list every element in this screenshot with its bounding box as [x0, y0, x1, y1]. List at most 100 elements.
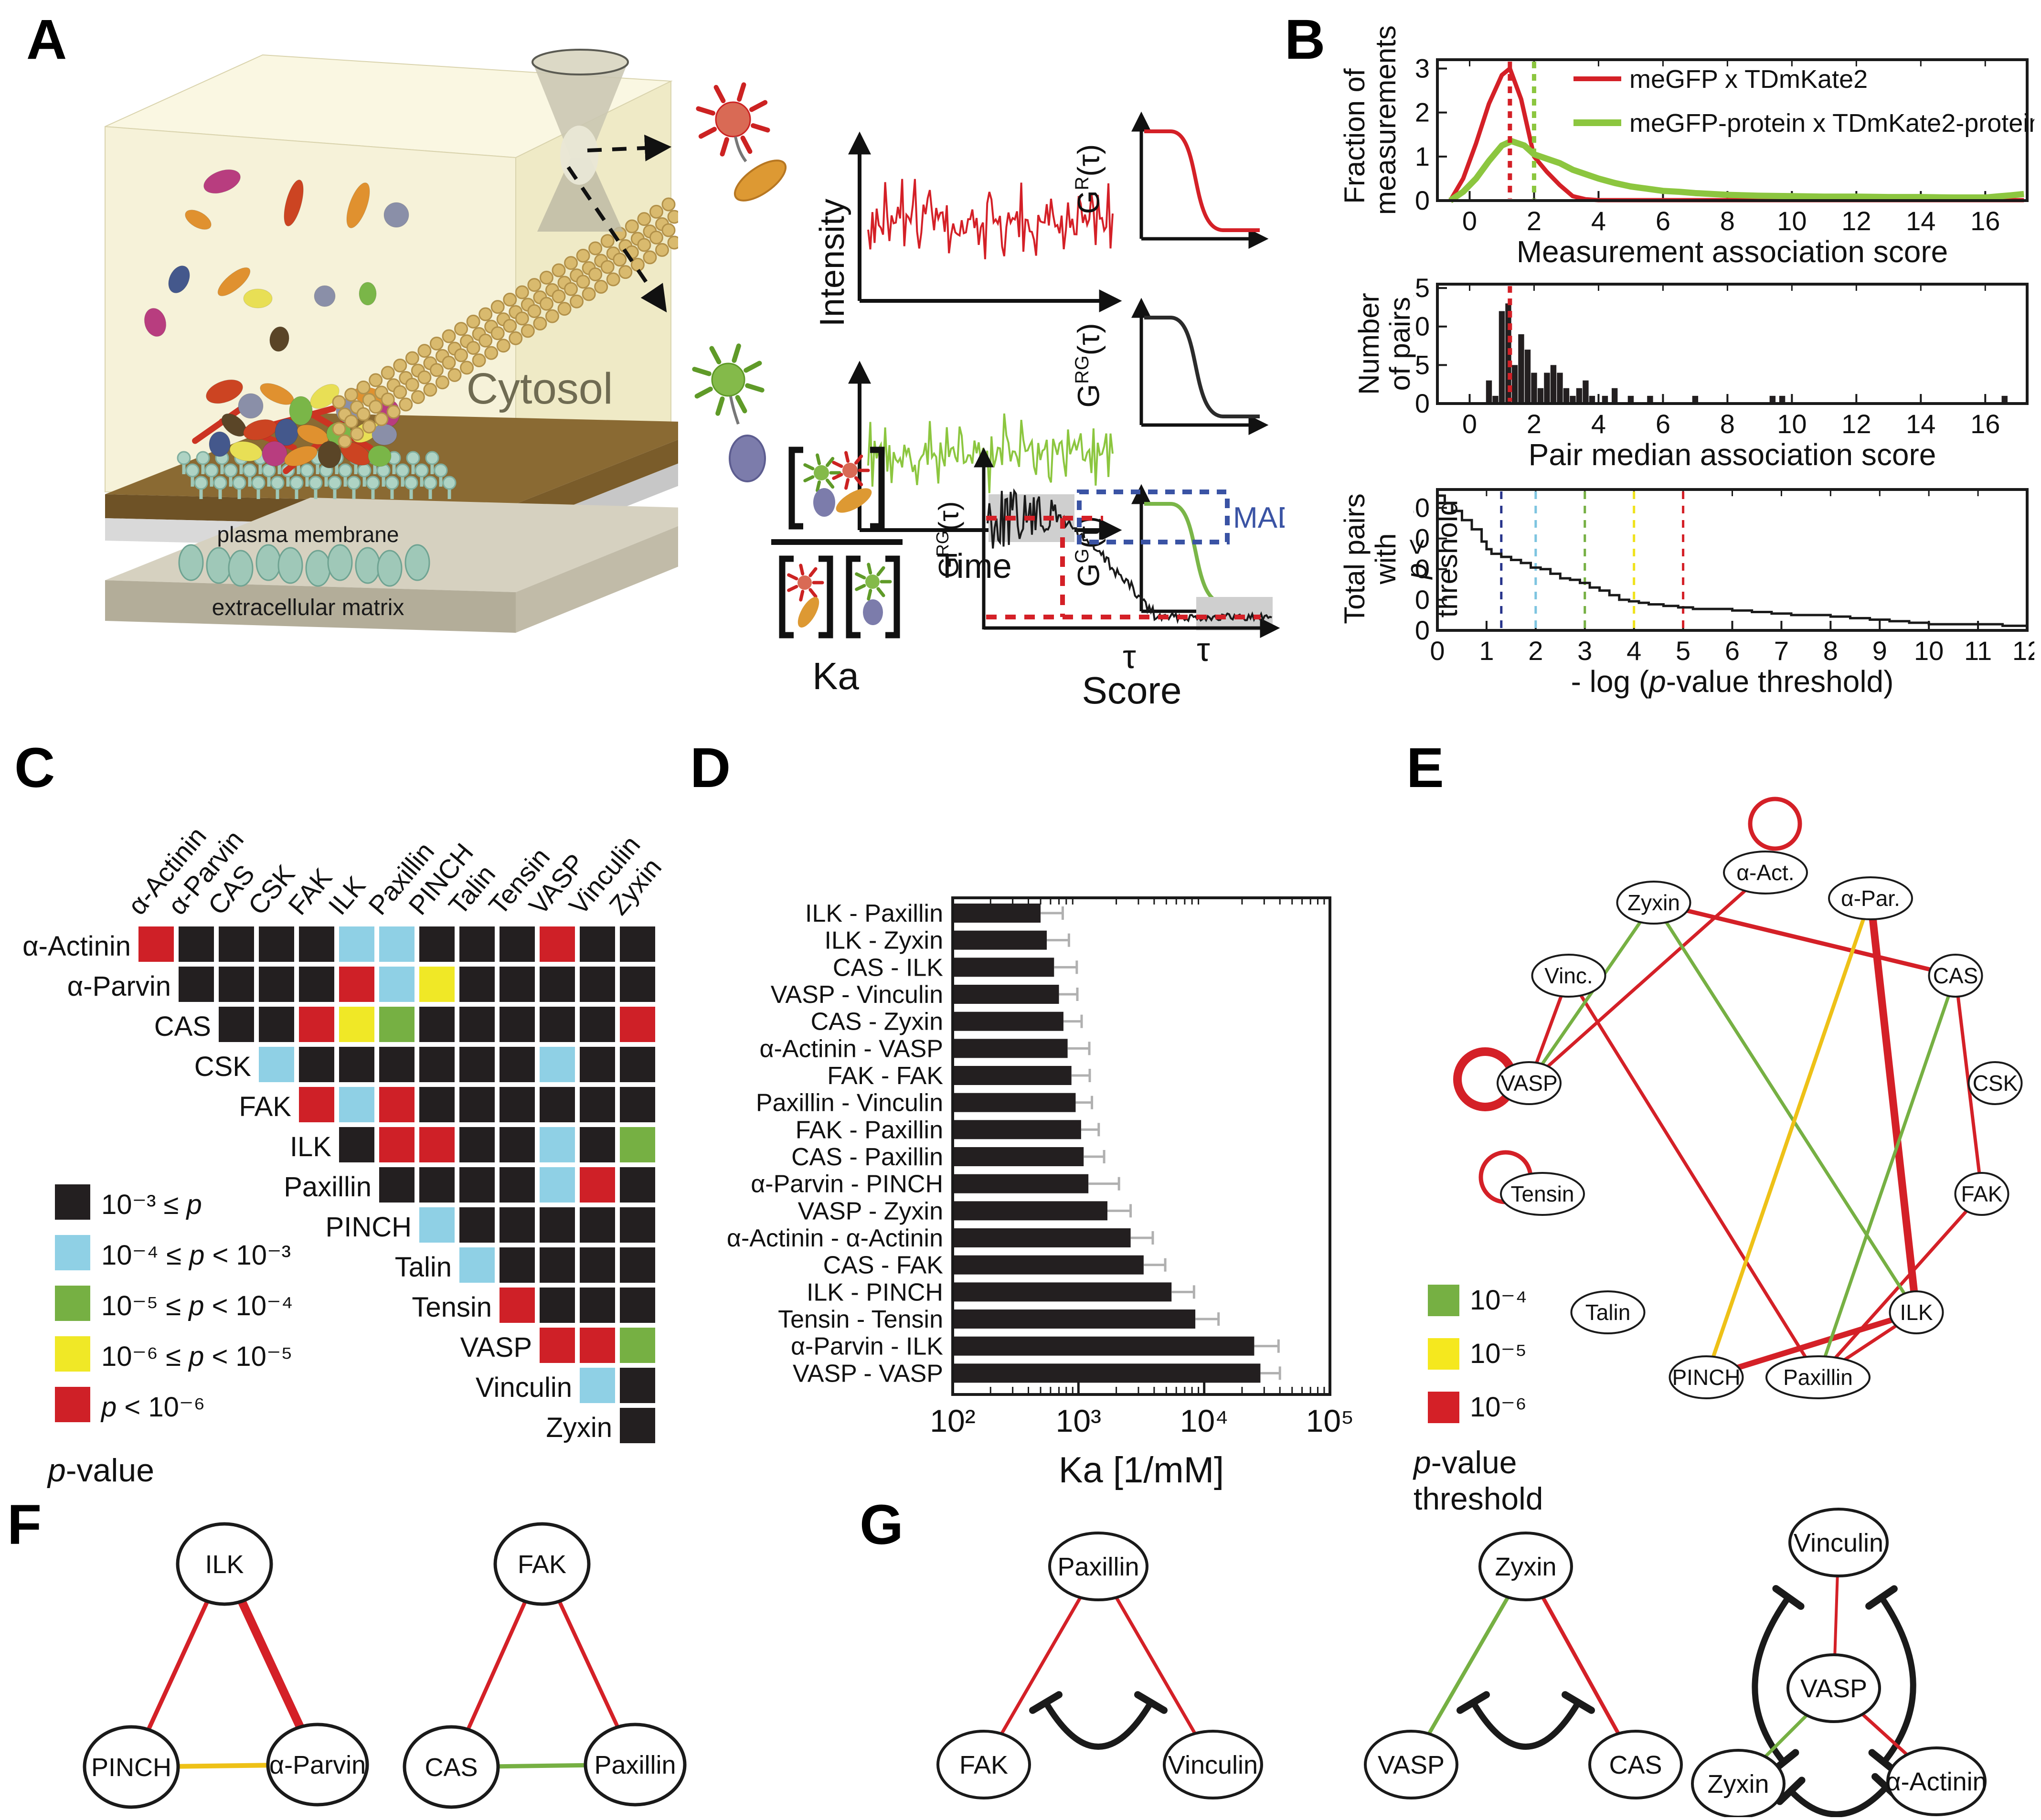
- inhibition-bar: [1865, 1585, 1898, 1610]
- matrix-cell: [459, 1167, 495, 1203]
- cytosolic-protein: [168, 266, 190, 293]
- histogram-bar: [1576, 388, 1583, 404]
- x-tick-label: 10: [1777, 206, 1807, 236]
- membrane-pin-head: [347, 476, 361, 490]
- x-tick-label: 5: [1676, 636, 1690, 666]
- membrane-pin-head: [204, 463, 219, 478]
- actin-bead: [661, 223, 676, 237]
- legend-swatch: [55, 1387, 90, 1422]
- histogram-bar: [1627, 395, 1634, 404]
- protein-node: [1570, 1290, 1646, 1334]
- ka-bar: [953, 1282, 1172, 1302]
- membrane-pin-head: [223, 463, 238, 478]
- x-tick-label: 16: [1970, 206, 2000, 236]
- matrix-row-label: FAK: [239, 1091, 291, 1122]
- membrane-pin-head: [423, 476, 437, 490]
- histogram-bar: [1583, 380, 1589, 404]
- matrix-cell: [219, 967, 254, 1002]
- pair-median-score-plot: 0 2 4 6 8 10 12 14 16 0 5 10 15: [1414, 275, 2029, 439]
- matrix-cell: [299, 1047, 334, 1082]
- protein-node-label: α-Par.: [1841, 886, 1900, 911]
- membrane-pin-head: [404, 476, 418, 490]
- interaction-edge: [1867, 898, 1920, 1313]
- legend-label: meGFP x TDmKate2: [1629, 65, 1868, 94]
- matrix-cell: [580, 1167, 615, 1203]
- protein-node: [1478, 1532, 1573, 1601]
- interaction-edge: [1816, 975, 1957, 1378]
- matrix-cell: [459, 1087, 495, 1122]
- matrix-cell: [419, 1007, 455, 1042]
- actin-bead: [362, 419, 376, 434]
- mad-label: MAD: [1233, 501, 1285, 534]
- fluorophore-ray: [816, 453, 821, 466]
- protein-node: [1497, 1061, 1562, 1105]
- bar-label: ILK - PINCH: [807, 1278, 943, 1306]
- x-tick-label: 6: [1656, 206, 1670, 236]
- interaction-edge: [1704, 897, 1872, 1378]
- matrix-row-label: Talin: [394, 1252, 452, 1283]
- histogram-bar: [1611, 388, 1618, 404]
- orange-protein: [733, 160, 787, 202]
- matrix-cell: [419, 1127, 455, 1162]
- ka-bar: [953, 1228, 1131, 1247]
- cluster-protein: [238, 393, 264, 419]
- matrix-cell: [379, 1167, 415, 1203]
- membrane-pin-head: [185, 463, 200, 478]
- confocal-cone: [532, 62, 628, 158]
- cytosolic-protein: [144, 308, 167, 337]
- interaction-edge: [1652, 902, 1918, 1313]
- bar-label: ILK - Paxillin: [805, 900, 943, 927]
- actin-bead: [490, 326, 505, 341]
- protein-node-label: Tensin: [1511, 1181, 1574, 1206]
- matrix-row-label: CAS: [154, 1011, 211, 1042]
- protein-node-label: Vinculin: [1794, 1529, 1883, 1557]
- histogram-bar: [1492, 395, 1499, 404]
- matrix-cell: [620, 1007, 655, 1042]
- cytosolic-protein: [269, 326, 289, 352]
- x-tick-label: 10³: [1056, 1403, 1101, 1438]
- legend-swatch: [1428, 1392, 1459, 1423]
- protein-node: [1828, 876, 1913, 920]
- e-legend-title: p-value threshold: [1414, 1445, 1543, 1516]
- actin-bead: [393, 358, 407, 373]
- matrix-cell: [379, 967, 415, 1002]
- actin-bead: [545, 309, 559, 323]
- fluorophore-ray: [867, 563, 872, 575]
- actin-bead: [552, 289, 566, 304]
- x-tick-label: 9: [1872, 636, 1887, 666]
- histogram-bar: [1557, 373, 1563, 404]
- matrix-cell: [540, 1207, 575, 1243]
- protein-node: [1531, 954, 1606, 998]
- histogram-bar: [1524, 350, 1531, 404]
- protein-node: [176, 1522, 273, 1606]
- cluster-protein: [206, 379, 243, 404]
- legend-label: 10⁻⁵ ≤ p < 10⁻⁴: [101, 1290, 293, 1321]
- bracket: [788, 447, 803, 530]
- protein-node: [1967, 1061, 2023, 1105]
- confocal-rim: [532, 49, 629, 75]
- matrix-cell: [339, 1127, 374, 1162]
- gr-label: GR(τ): [1071, 144, 1106, 214]
- actin-bead: [503, 319, 517, 333]
- actin-bead: [576, 248, 590, 263]
- matrix-cell: [540, 1127, 575, 1162]
- mad-box: [1077, 490, 1230, 544]
- matrix-cell: [500, 1087, 535, 1122]
- ka-bar: [953, 930, 1047, 950]
- actin-bead: [643, 250, 657, 265]
- fluorophore-ray: [844, 451, 850, 463]
- bar-label: α-Parvin - ILK: [791, 1333, 943, 1361]
- actin-bead: [600, 260, 615, 274]
- actin-bead: [447, 368, 462, 382]
- actin-bead: [503, 292, 517, 307]
- actin-bead: [393, 385, 407, 399]
- membrane-pin-head: [357, 463, 372, 478]
- ecm-label: extracellular matrix: [212, 595, 404, 620]
- fluorophore: [842, 463, 858, 478]
- ka-bar: [953, 985, 1059, 1004]
- matrix-cell: [459, 926, 495, 962]
- interaction-edge: [1567, 975, 1819, 1378]
- bar-label: CAS - FAK: [823, 1252, 944, 1279]
- matrix-row-label: Zyxin: [546, 1412, 612, 1443]
- membrane-pin-head: [232, 476, 246, 490]
